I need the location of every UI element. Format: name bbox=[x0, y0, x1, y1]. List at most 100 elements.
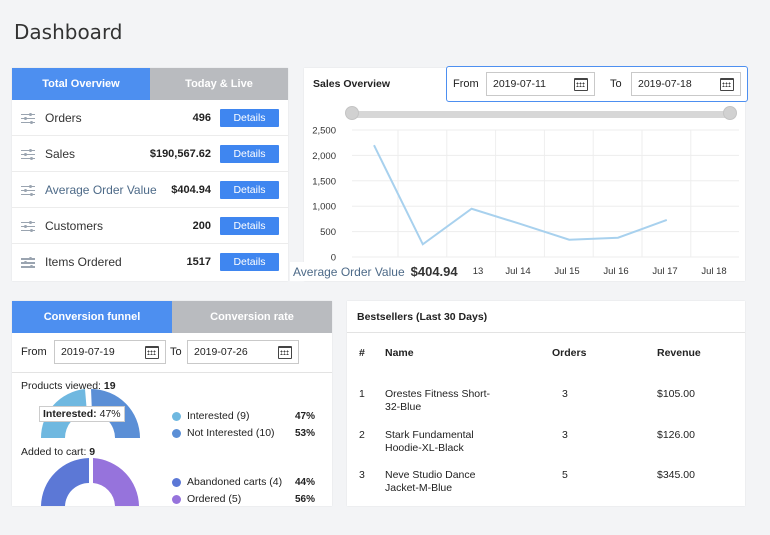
details-button[interactable]: Details bbox=[220, 108, 279, 127]
sliders-icon bbox=[21, 256, 35, 268]
product-name: Hoodie-XL-Black bbox=[385, 441, 464, 454]
conversion-from-date-input[interactable]: 2019-07-19 bbox=[54, 340, 166, 364]
legend-not-interested: Not Interested (10) bbox=[172, 427, 275, 439]
conversion-from-date-value: 2019-07-19 bbox=[61, 346, 115, 358]
product-name: 32-Blue bbox=[385, 400, 422, 413]
x-tick-label: 13 bbox=[473, 266, 484, 277]
sales-date-range: From 2019-07-11 To 2019-07-18 bbox=[446, 66, 748, 102]
sales-overview-title: Sales Overview bbox=[313, 78, 391, 90]
from-label: From bbox=[21, 346, 47, 358]
product-orders: 5 bbox=[562, 469, 568, 481]
row-num: 2 bbox=[359, 429, 365, 441]
details-button[interactable]: Details bbox=[220, 216, 279, 235]
chart-tooltip-label: Average Order Value bbox=[293, 265, 405, 279]
details-button[interactable]: Details bbox=[220, 180, 279, 199]
overview-row-value: 200 bbox=[192, 219, 211, 232]
legend-interested-label: Interested (9) bbox=[187, 410, 250, 422]
details-button[interactable]: Details bbox=[220, 253, 279, 271]
legend-abandoned-label: Abandoned carts (4) bbox=[187, 476, 283, 488]
sliders-icon bbox=[21, 184, 35, 196]
chart-tooltip-value: $404.94 bbox=[410, 264, 458, 279]
tab-conversion-funnel[interactable]: Conversion funnel bbox=[12, 301, 172, 333]
legend-interested-pct: 47% bbox=[295, 411, 316, 422]
to-label: To bbox=[610, 78, 622, 90]
overview-row-value: 1517 bbox=[186, 256, 211, 268]
to-label: To bbox=[170, 346, 182, 358]
bestsellers-panel: Bestsellers (Last 30 Days) # Name Orders… bbox=[347, 301, 745, 506]
overview-tabs: Total Overview Today & Live bbox=[12, 68, 288, 100]
legend-ordered: Ordered (5) bbox=[172, 493, 241, 505]
slider-handle-right[interactable] bbox=[723, 106, 737, 120]
x-tick-label: Jul 15 bbox=[554, 266, 579, 277]
series-line bbox=[373, 144, 668, 246]
overview-row-label: Average Order Value bbox=[45, 182, 157, 197]
overview-row: Items Ordered 1517 Details bbox=[12, 244, 288, 280]
product-name: Jacket-M-Blue bbox=[385, 481, 453, 494]
overview-row-value: $404.94 bbox=[171, 183, 211, 196]
bestsellers-title: Bestsellers (Last 30 Days) bbox=[357, 311, 488, 323]
slider-handle-left[interactable] bbox=[345, 106, 359, 120]
x-tick-label: Jul 17 bbox=[652, 266, 677, 277]
legend-dot bbox=[172, 411, 181, 421]
col-header-orders: Orders bbox=[552, 347, 587, 359]
overview-row-label: Items Ordered bbox=[45, 255, 122, 269]
conversion-panel: Conversion funnel Conversion rate From 2… bbox=[12, 301, 332, 506]
products-viewed-value: 19 bbox=[103, 380, 116, 392]
product-name: Stark Fundamental bbox=[385, 429, 474, 441]
x-tick-label: Jul 16 bbox=[603, 266, 628, 277]
overview-row: Customers 200 Details bbox=[12, 208, 288, 244]
donut-slice-ordered[interactable] bbox=[93, 458, 139, 506]
col-header-name: Name bbox=[385, 347, 414, 359]
calendar-icon[interactable] bbox=[278, 346, 292, 359]
legend-not-interested-pct: 53% bbox=[295, 428, 316, 439]
conversion-to-date-value: 2019-07-26 bbox=[194, 346, 248, 358]
donut-tooltip: Interested: 47% bbox=[39, 406, 125, 422]
legend-interested: Interested (9) bbox=[172, 410, 249, 422]
conversion-to-date-input[interactable]: 2019-07-26 bbox=[187, 340, 299, 364]
tab-today-live[interactable]: Today & Live bbox=[150, 68, 288, 100]
product-revenue: $345.00 bbox=[657, 469, 695, 481]
tab-total-overview[interactable]: Total Overview bbox=[12, 68, 150, 100]
added-to-cart: Added to cart: 9 bbox=[21, 446, 95, 458]
chart-tooltip: Average Order Value $404.94 bbox=[290, 262, 461, 281]
tab-conversion-rate[interactable]: Conversion rate bbox=[172, 301, 332, 333]
legend-ordered-pct: 56% bbox=[295, 494, 316, 505]
legend-abandoned-pct: 44% bbox=[295, 477, 316, 488]
sliders-icon bbox=[21, 220, 35, 232]
sales-from-date-input[interactable]: 2019-07-11 bbox=[486, 72, 595, 96]
y-tick-label: 2,500 bbox=[312, 126, 336, 137]
row-num: 1 bbox=[359, 388, 365, 400]
sales-to-date-input[interactable]: 2019-07-18 bbox=[631, 72, 741, 96]
product-name: Neve Studio Dance bbox=[385, 469, 476, 481]
x-tick-label: Jul 14 bbox=[505, 266, 530, 277]
overview-row: Average Order Value $404.94 Details bbox=[12, 172, 288, 208]
calendar-icon[interactable] bbox=[574, 78, 588, 91]
calendar-icon[interactable] bbox=[720, 78, 734, 91]
products-viewed-label: Products viewed: bbox=[21, 380, 101, 392]
y-tick-label: 1,500 bbox=[312, 176, 336, 187]
legend-dot bbox=[172, 477, 181, 487]
sliders-icon bbox=[21, 148, 35, 160]
details-button[interactable]: Details bbox=[220, 144, 279, 163]
page-title: Dashboard bbox=[14, 20, 123, 44]
y-tick-label: 0 bbox=[331, 253, 336, 264]
sales-to-date-value: 2019-07-18 bbox=[638, 78, 692, 90]
from-label: From bbox=[453, 78, 479, 90]
calendar-icon[interactable] bbox=[145, 346, 159, 359]
legend-abandoned: Abandoned carts (4) bbox=[172, 476, 282, 488]
product-name: Orestes Fitness Short- bbox=[385, 388, 491, 400]
added-to-cart-value: 9 bbox=[89, 446, 96, 458]
sales-overview-panel: Sales Overview From 2019-07-11 To 2019-0… bbox=[304, 66, 748, 281]
conversion-date-range: From 2019-07-19 To 2019-07-26 bbox=[12, 333, 332, 373]
product-orders: 3 bbox=[562, 429, 568, 441]
date-range-slider[interactable] bbox=[352, 111, 733, 118]
donut-tooltip-value: 47% bbox=[99, 408, 121, 420]
conversion-tabs: Conversion funnel Conversion rate bbox=[12, 301, 332, 333]
donut-slice-abandoned[interactable] bbox=[41, 458, 89, 506]
y-tick-label: 500 bbox=[320, 227, 336, 238]
legend-ordered-label: Ordered (5) bbox=[187, 493, 242, 505]
col-header-num: # bbox=[359, 347, 365, 359]
legend-dot bbox=[172, 494, 181, 504]
sliders-icon bbox=[21, 112, 35, 124]
row-num: 3 bbox=[359, 469, 365, 481]
